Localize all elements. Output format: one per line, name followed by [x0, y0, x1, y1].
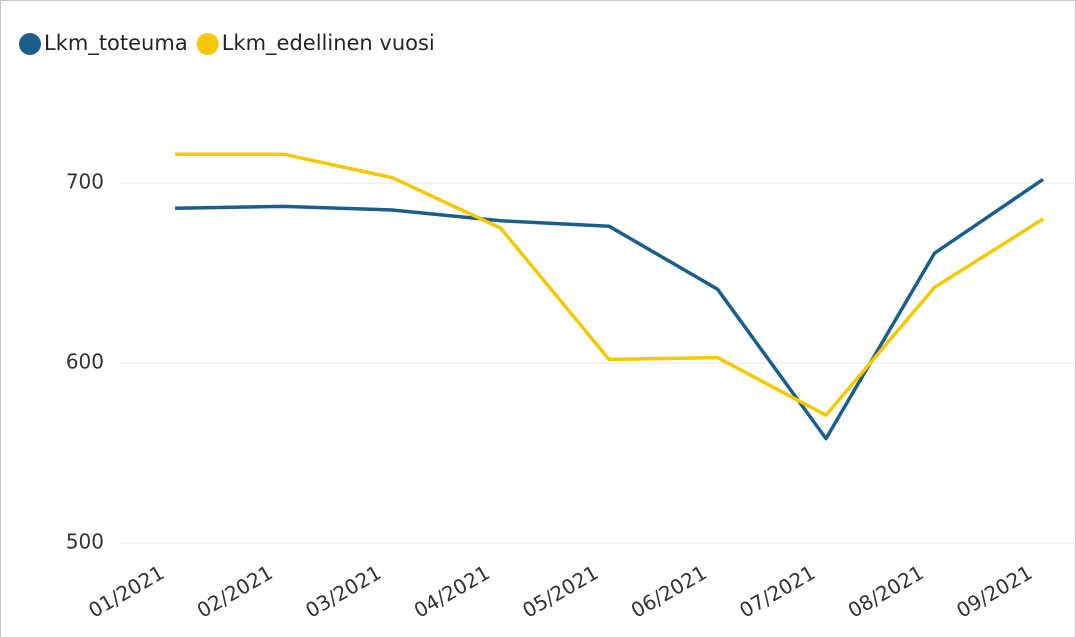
line — [175, 152, 1044, 417]
y-tick-label: 700 — [66, 170, 104, 194]
y-tick-label: 500 — [66, 530, 104, 554]
legend: Lkm_toteuma Lkm_edellinen vuosi — [19, 31, 435, 56]
y-tick-label: 600 — [66, 350, 104, 374]
x-tick-label: 02/2021 — [193, 560, 277, 622]
line — [174, 177, 1044, 441]
x-tick-label: 01/2021 — [84, 560, 168, 622]
legend-label: Lkm_edellinen vuosi — [222, 31, 435, 56]
legend-marker — [196, 33, 219, 55]
x-tick-label: 08/2021 — [844, 560, 928, 622]
x-tick-label: 05/2021 — [518, 560, 602, 622]
x-tick-label: 03/2021 — [301, 560, 385, 622]
x-tick-label: 06/2021 — [627, 560, 711, 622]
x-tick-label: 04/2021 — [410, 560, 494, 622]
x-tick-label: 07/2021 — [735, 560, 819, 622]
x-tick-label: 09/2021 — [952, 560, 1036, 622]
legend-marker — [19, 33, 41, 55]
legend-label: Lkm_toteuma — [44, 31, 188, 56]
